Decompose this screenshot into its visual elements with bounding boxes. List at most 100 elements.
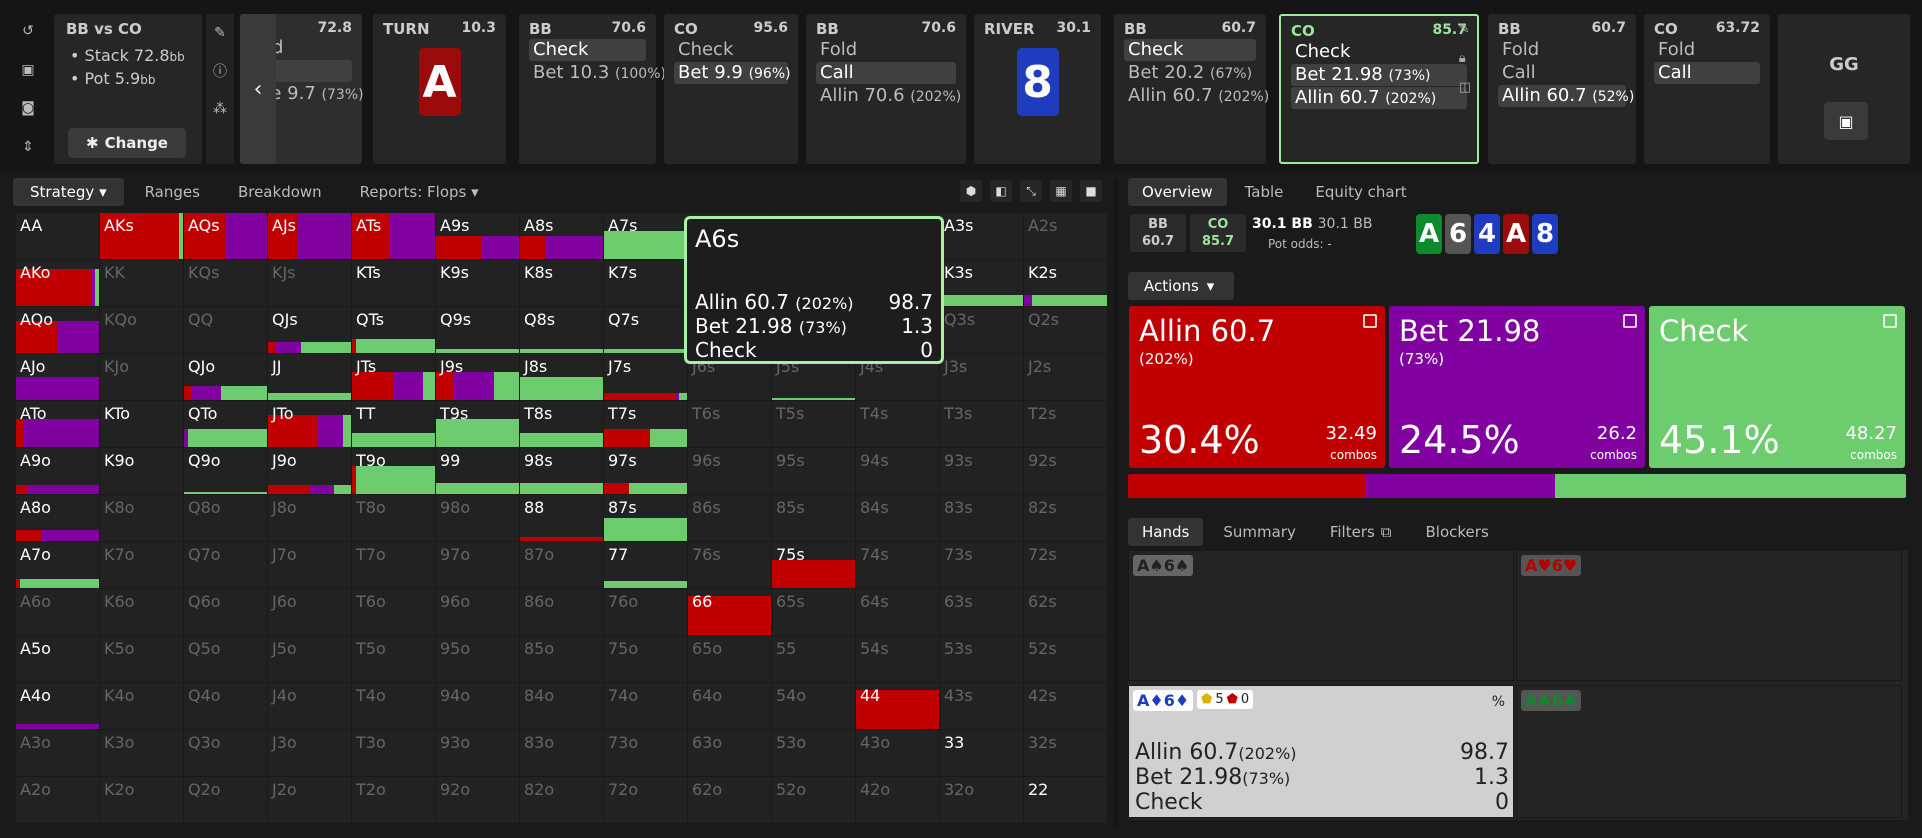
hand-cell[interactable]: 82o <box>520 777 603 823</box>
hand-cell[interactable]: 97s <box>604 448 687 494</box>
hand-cell[interactable]: KTo <box>100 401 183 447</box>
report-icon[interactable] <box>1623 314 1637 328</box>
hand-cell[interactable]: 75o <box>604 636 687 682</box>
node-action[interactable]: Fold <box>1502 39 1540 60</box>
hand-cell[interactable]: J9o <box>268 448 351 494</box>
hand-cell[interactable]: J2o <box>268 777 351 823</box>
hand-cell[interactable]: T6s <box>688 401 771 447</box>
hand-cell[interactable]: J7s <box>604 354 687 400</box>
pencil-icon[interactable]: ✎ <box>214 25 226 41</box>
hand-cell[interactable]: T2s <box>1024 401 1107 447</box>
hand-cell[interactable]: TT <box>352 401 435 447</box>
hand-cell[interactable]: 44 <box>856 683 939 729</box>
square-icon[interactable]: ■ <box>1080 180 1102 202</box>
actions-dropdown[interactable]: Actions ▾ <box>1128 272 1234 300</box>
node-action[interactable]: Check <box>529 39 646 61</box>
hand-cell[interactable]: Q3s <box>940 307 1023 353</box>
hand-cell[interactable]: 86s <box>688 495 771 541</box>
hand-cell[interactable]: K4o <box>100 683 183 729</box>
hand-cell[interactable]: 74o <box>604 683 687 729</box>
hand-cell[interactable]: Q7o <box>184 542 267 588</box>
hand-cell[interactable]: T8o <box>352 495 435 541</box>
combo-cell[interactable]: A♠6♠ <box>1128 550 1514 681</box>
hand-cell[interactable]: T5o <box>352 636 435 682</box>
hand-cell[interactable]: 63o <box>688 730 771 776</box>
hand-cell[interactable]: KJo <box>100 354 183 400</box>
hand-cell[interactable]: A9o <box>16 448 99 494</box>
hand-cell[interactable]: Q6o <box>184 589 267 635</box>
street-node[interactable]: TURN 10.3 A <box>373 14 506 164</box>
hand-cell[interactable]: 98o <box>436 495 519 541</box>
contrast-icon[interactable]: ◧ <box>990 180 1012 202</box>
hand-cell[interactable]: K2o <box>100 777 183 823</box>
hand-cell[interactable]: 65s <box>772 589 855 635</box>
hand-cell[interactable]: 63s <box>940 589 1023 635</box>
hand-cell[interactable]: Q9o <box>184 448 267 494</box>
hand-cell[interactable]: J2s <box>1024 354 1107 400</box>
node-action[interactable]: Fold <box>820 39 858 60</box>
lock-icon[interactable]: 🔒︎ <box>1458 51 1466 66</box>
hand-cell[interactable]: J4o <box>268 683 351 729</box>
hand-cell[interactable]: JTo <box>268 401 351 447</box>
hand-cell[interactable]: 97o <box>436 542 519 588</box>
node-action[interactable]: Fold <box>1658 39 1696 60</box>
hand-cell[interactable]: 86o <box>520 589 603 635</box>
pencil-icon[interactable]: ✎ <box>1458 22 1470 37</box>
hand-cell[interactable]: 93s <box>940 448 1023 494</box>
node-action[interactable]: Allin 60.7 (202%) <box>1128 85 1270 106</box>
hand-cell[interactable]: T6o <box>352 589 435 635</box>
hand-cell[interactable]: T7o <box>352 542 435 588</box>
hand-cell[interactable]: JTs <box>352 354 435 400</box>
action-summary-card[interactable]: Bet 21.98 (73%) 24.5% 26.2 combos <box>1389 306 1645 468</box>
hand-cell[interactable]: 33 <box>940 730 1023 776</box>
hand-cell[interactable]: 74s <box>856 542 939 588</box>
hand-cell[interactable]: 83s <box>940 495 1023 541</box>
combo-cell[interactable]: A♣6♣ <box>1516 685 1902 818</box>
hand-cell[interactable]: 32s <box>1024 730 1107 776</box>
hand-cell[interactable]: 96s <box>688 448 771 494</box>
hand-cell[interactable]: 22 <box>1024 777 1107 823</box>
node-action[interactable]: Bet 9.9 (96%) <box>674 62 791 84</box>
hand-cell[interactable]: QJo <box>184 354 267 400</box>
report-icon[interactable] <box>1363 314 1377 328</box>
hand-cell[interactable]: 54o <box>772 683 855 729</box>
hand-cell[interactable]: KK <box>100 260 183 306</box>
hand-cell[interactable]: 55 <box>772 636 855 682</box>
tab-filters[interactable]: Filters ⧉ <box>1329 523 1392 541</box>
hand-cell[interactable]: K8o <box>100 495 183 541</box>
action-node[interactable]: CO 85.7 Check Bet 21.98 (73%) Allin 60.7 (20… <box>1279 14 1479 164</box>
hand-cell[interactable]: 99 <box>436 448 519 494</box>
hand-cell[interactable]: A4o <box>16 683 99 729</box>
cube-icon[interactable]: ⬢ <box>960 180 982 202</box>
hand-cell[interactable]: KQo <box>100 307 183 353</box>
hand-cell[interactable]: ATo <box>16 401 99 447</box>
hand-cell[interactable]: 94o <box>436 683 519 729</box>
node-action[interactable]: Check <box>1295 41 1351 62</box>
hand-cell[interactable]: 72o <box>604 777 687 823</box>
hand-cell[interactable]: J7o <box>268 542 351 588</box>
hand-cell[interactable]: A2o <box>16 777 99 823</box>
hand-cell[interactable]: T3s <box>940 401 1023 447</box>
hand-cell[interactable]: 84s <box>856 495 939 541</box>
hand-cell[interactable]: K5o <box>100 636 183 682</box>
percent-toggle[interactable]: % <box>1491 694 1505 710</box>
hand-cell[interactable]: A3o <box>16 730 99 776</box>
hand-cell[interactable]: 66 <box>688 589 771 635</box>
hand-cell[interactable]: 82s <box>1024 495 1107 541</box>
hand-cell[interactable]: A8o <box>16 495 99 541</box>
tab-strategy[interactable]: Strategy ▾ <box>13 178 124 206</box>
hand-cell[interactable]: T9s <box>436 401 519 447</box>
tab-table[interactable]: Table <box>1244 183 1284 201</box>
node-action[interactable]: Allin 60.7 (202%) <box>1291 87 1467 109</box>
node-action[interactable]: Call <box>816 62 956 84</box>
tab-breakdown[interactable]: Breakdown <box>237 183 322 201</box>
hand-cell[interactable]: 87s <box>604 495 687 541</box>
hand-cell[interactable]: K6o <box>100 589 183 635</box>
hand-cell[interactable]: J6o <box>268 589 351 635</box>
hand-cell[interactable]: 64o <box>688 683 771 729</box>
action-summary-card[interactable]: Allin 60.7 (202%) 30.4% 32.49 combos <box>1129 306 1385 468</box>
action-node[interactable]: BB 70.6 Check Bet 10.3 (100%) <box>519 14 666 164</box>
hand-cell[interactable]: T5s <box>772 401 855 447</box>
hand-cell[interactable]: 83o <box>520 730 603 776</box>
hand-cell[interactable]: J5o <box>268 636 351 682</box>
